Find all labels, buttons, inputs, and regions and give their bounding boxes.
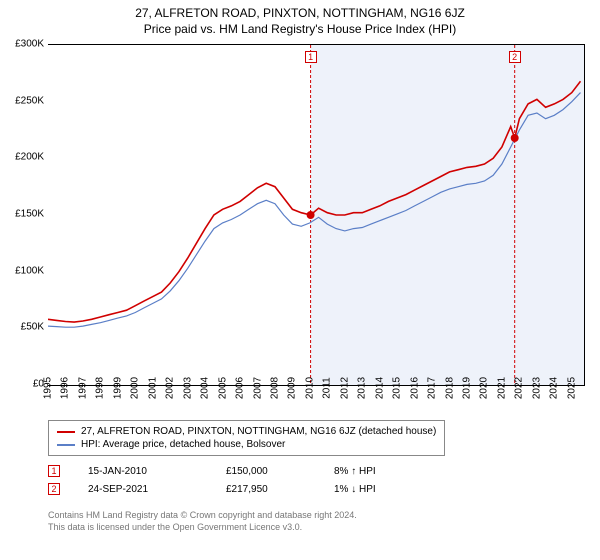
legend-row: HPI: Average price, detached house, Bols… (57, 438, 436, 451)
transaction-delta: 1% ↓ HPI (334, 484, 434, 495)
transaction-table: 1 15-JAN-2010 £150,000 8% ↑ HPI 2 24-SEP-2021… (48, 462, 434, 498)
transaction-marker: 1 (305, 51, 317, 63)
x-tick-label: 1996 (60, 377, 71, 399)
x-tick-label: 2024 (549, 377, 560, 399)
x-tick-label: 2020 (479, 377, 490, 399)
x-tick-label: 2018 (444, 377, 455, 399)
transaction-row: 1 15-JAN-2010 £150,000 8% ↑ HPI (48, 462, 434, 480)
x-tick-label: 2025 (566, 377, 577, 399)
x-tick-label: 2003 (182, 377, 193, 399)
y-tick-label: £100K (15, 265, 44, 276)
y-tick-label: £150K (15, 209, 44, 220)
x-tick-label: 2001 (147, 377, 158, 399)
legend-swatch (57, 431, 75, 433)
x-tick-label: 2023 (531, 377, 542, 399)
x-tick-label: 2022 (514, 377, 525, 399)
transaction-row: 2 24-SEP-2021 £217,950 1% ↓ HPI (48, 480, 434, 498)
x-tick-label: 1998 (95, 377, 106, 399)
y-tick-label: £200K (15, 152, 44, 163)
chart-container: 27, ALFRETON ROAD, PINXTON, NOTTINGHAM, … (0, 0, 600, 560)
transaction-date: 15-JAN-2010 (88, 466, 198, 477)
x-tick-label: 2013 (357, 377, 368, 399)
plot-area: 12 (48, 44, 585, 386)
x-tick-label: 2019 (462, 377, 473, 399)
transaction-index-marker: 1 (48, 465, 60, 477)
y-tick-label: £250K (15, 95, 44, 106)
x-tick-label: 2005 (217, 377, 228, 399)
x-tick-label: 2011 (322, 377, 333, 399)
chart-subtitle: Price paid vs. HM Land Registry's House … (0, 20, 600, 40)
x-tick-label: 2021 (496, 377, 507, 399)
x-tick-label: 2002 (165, 377, 176, 399)
legend-row: 27, ALFRETON ROAD, PINXTON, NOTTINGHAM, … (57, 425, 436, 438)
x-tick-label: 2016 (409, 377, 420, 399)
x-tick-label: 1997 (77, 377, 88, 399)
x-tick-label: 1999 (112, 377, 123, 399)
transaction-price: £217,950 (226, 484, 306, 495)
transaction-price: £150,000 (226, 466, 306, 477)
transaction-index-marker: 2 (48, 483, 60, 495)
transaction-date: 24-SEP-2021 (88, 484, 198, 495)
x-tick-label: 2008 (269, 377, 280, 399)
x-tick-label: 1995 (43, 377, 54, 399)
x-tick-label: 2012 (339, 377, 350, 399)
chart-title: 27, ALFRETON ROAD, PINXTON, NOTTINGHAM, … (0, 0, 600, 20)
x-tick-label: 2015 (392, 377, 403, 399)
x-tick-label: 2010 (304, 377, 315, 399)
legend-label: 27, ALFRETON ROAD, PINXTON, NOTTINGHAM, … (81, 426, 436, 437)
y-tick-label: £300K (15, 39, 44, 50)
footer-line-2: This data is licensed under the Open Gov… (48, 522, 357, 534)
y-tick-label: £50K (21, 322, 44, 333)
transaction-delta: 8% ↑ HPI (334, 466, 434, 477)
transaction-marker: 2 (509, 51, 521, 63)
x-tick-label: 2006 (235, 377, 246, 399)
x-tick-label: 2007 (252, 377, 263, 399)
x-tick-label: 2017 (427, 377, 438, 399)
legend-label: HPI: Average price, detached house, Bols… (81, 439, 285, 450)
legend-swatch (57, 444, 75, 446)
x-tick-label: 2000 (130, 377, 141, 399)
x-tick-label: 2009 (287, 377, 298, 399)
x-tick-label: 2004 (200, 377, 211, 399)
footer-line-1: Contains HM Land Registry data © Crown c… (48, 510, 357, 522)
footer-attribution: Contains HM Land Registry data © Crown c… (48, 510, 357, 533)
x-tick-label: 2014 (374, 377, 385, 399)
legend-box: 27, ALFRETON ROAD, PINXTON, NOTTINGHAM, … (48, 420, 445, 456)
